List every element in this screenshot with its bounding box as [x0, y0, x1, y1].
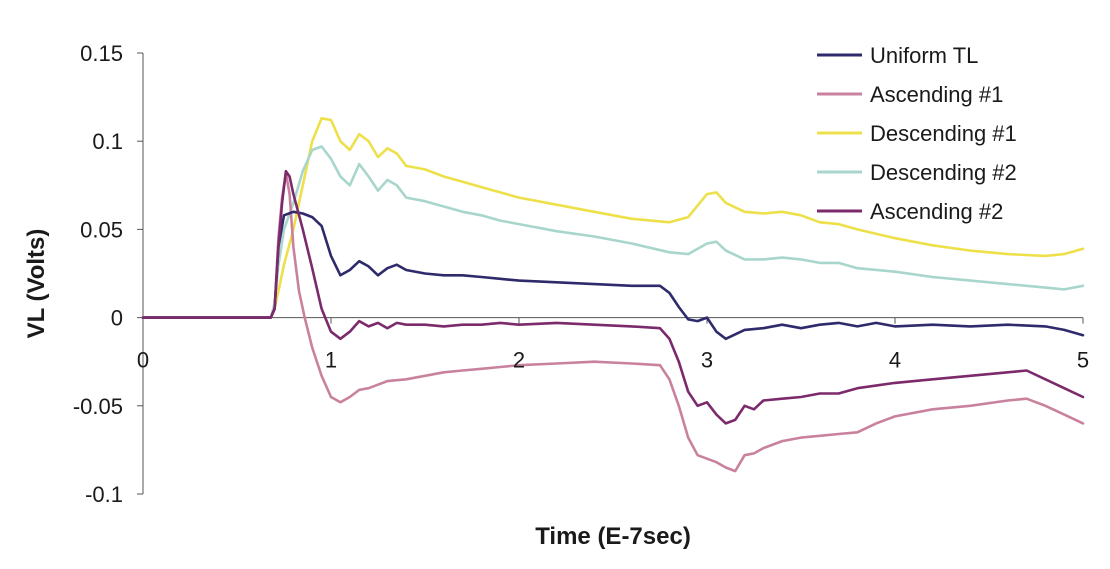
y-tick-label: 0.1	[92, 129, 123, 154]
legend-label: Descending #1	[870, 121, 1017, 146]
series-line-ascending-2	[141, 169, 1085, 425]
y-tick-label: -0.05	[73, 394, 123, 419]
y-tick-label: 0.05	[80, 217, 123, 242]
legend-label: Ascending #2	[870, 199, 1003, 224]
series-line-ascending-1	[141, 171, 1085, 473]
plot-lines	[141, 117, 1085, 473]
y-axis-title: VL (Volts)	[23, 229, 50, 339]
legend-label: Ascending #1	[870, 82, 1003, 107]
series-line-descending-1	[141, 117, 1085, 319]
x-tick-label: 2	[513, 348, 525, 373]
y-tick-label: 0	[111, 306, 123, 331]
x-axis-title: Time (E-7sec)	[535, 523, 691, 550]
legend-label: Uniform TL	[870, 43, 978, 68]
x-tick-label: 1	[325, 348, 337, 373]
series-line-descending-2	[141, 145, 1085, 319]
x-tick-label: 4	[889, 348, 901, 373]
y-tick-label: -0.1	[85, 482, 123, 507]
x-tick-label: 0	[137, 348, 149, 373]
legend-label: Descending #2	[870, 160, 1017, 185]
x-tick-label: 5	[1077, 348, 1089, 373]
series-line-uniform-tl	[141, 210, 1085, 341]
x-tick-label: 3	[701, 348, 713, 373]
y-tick-label: 0.15	[80, 41, 123, 66]
legend: Uniform TL Ascending #1 Descending #1 Desce…	[817, 43, 1017, 224]
tick-labels: 0.15 0.1 0.05 0 -0.05 -0.1 0 1 2 3 4 5	[73, 41, 1089, 507]
axes	[137, 52, 1084, 495]
